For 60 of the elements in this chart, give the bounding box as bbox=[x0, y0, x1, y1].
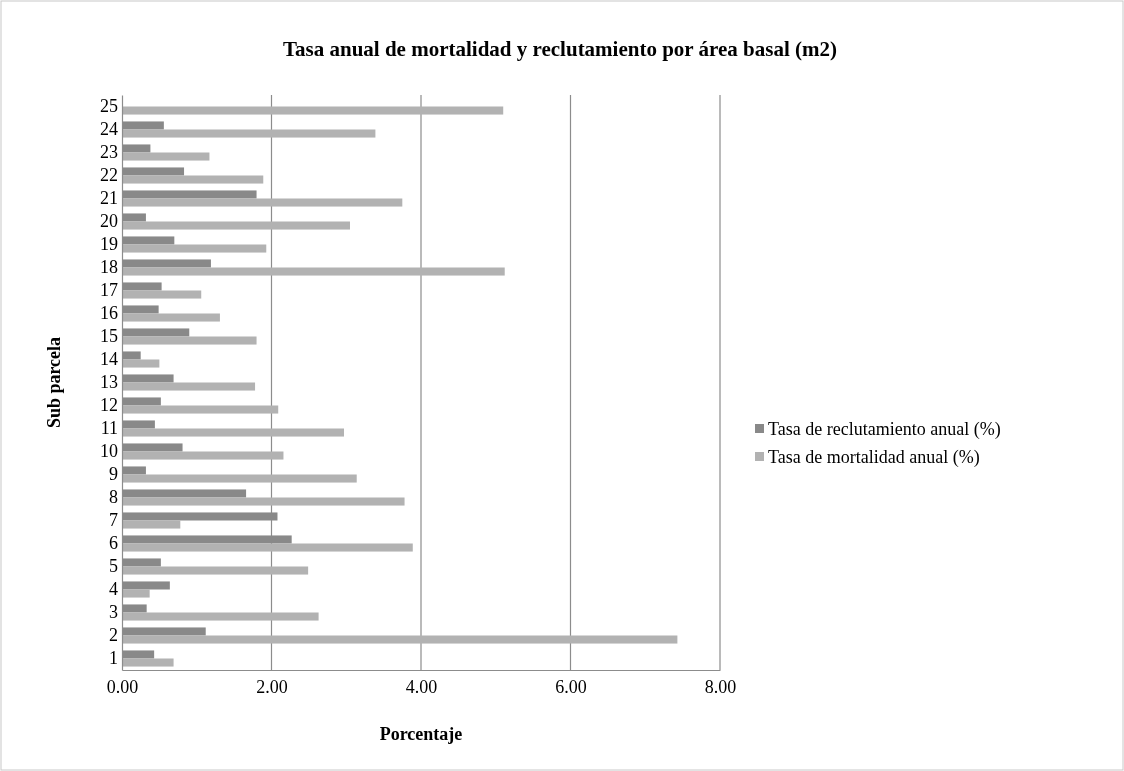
y-tick-label: 16 bbox=[100, 303, 118, 324]
bar bbox=[122, 290, 202, 299]
bar bbox=[122, 198, 403, 207]
bar bbox=[122, 451, 284, 460]
y-tick-label: 24 bbox=[100, 119, 118, 140]
bar bbox=[122, 129, 376, 138]
y-tick-label: 4 bbox=[109, 579, 118, 600]
bar bbox=[122, 589, 150, 598]
bar bbox=[122, 566, 309, 575]
bar bbox=[122, 359, 160, 368]
y-tick-label: 21 bbox=[100, 188, 118, 209]
bar bbox=[122, 497, 405, 506]
y-tick-label: 7 bbox=[109, 510, 118, 531]
y-axis-title: Sub parcela bbox=[44, 336, 64, 429]
bar bbox=[122, 658, 174, 667]
y-tick-label: 6 bbox=[109, 533, 118, 554]
bar bbox=[122, 382, 256, 391]
y-tick-label: 9 bbox=[109, 464, 118, 485]
y-tick-label: 19 bbox=[100, 234, 118, 255]
x-tick-label: 4.00 bbox=[405, 676, 438, 697]
bar bbox=[122, 152, 210, 161]
bar bbox=[122, 543, 413, 552]
x-axis-title: Porcentaje bbox=[379, 724, 463, 744]
y-tick-label: 12 bbox=[100, 395, 118, 416]
y-tick-label: 11 bbox=[100, 418, 118, 439]
x-tick-label: 6.00 bbox=[555, 676, 587, 697]
y-tick-label: 20 bbox=[100, 211, 118, 232]
bar bbox=[122, 474, 357, 483]
legend-label: Tasa de reclutamiento anual (%) bbox=[768, 419, 1001, 440]
bar bbox=[122, 520, 181, 529]
chart-title: Tasa anual de mortalidad y reclutamiento por área basal (m2) bbox=[283, 37, 837, 61]
legend-label: Tasa de mortalidad anual (%) bbox=[768, 447, 980, 468]
x-tick-label: 8.00 bbox=[704, 676, 737, 697]
bar bbox=[122, 221, 350, 230]
y-tick-label: 25 bbox=[100, 96, 118, 117]
y-tick-label: 17 bbox=[100, 280, 118, 301]
y-tick-label: 1 bbox=[109, 648, 118, 669]
bar bbox=[122, 428, 345, 437]
y-tick-label: 22 bbox=[100, 165, 118, 186]
y-tick-label: 8 bbox=[109, 487, 118, 508]
y-tick-label: 5 bbox=[109, 556, 118, 577]
y-tick-label: 3 bbox=[109, 602, 118, 623]
bar bbox=[122, 106, 504, 115]
bar bbox=[122, 612, 319, 621]
x-tick-label: 0.00 bbox=[106, 676, 139, 697]
y-tick-label: 15 bbox=[100, 326, 118, 347]
y-tick-label: 23 bbox=[100, 142, 118, 163]
bar bbox=[122, 175, 264, 184]
bar bbox=[122, 336, 257, 345]
y-tick-label: 18 bbox=[100, 257, 118, 278]
bar bbox=[122, 244, 267, 253]
bar bbox=[122, 635, 678, 644]
y-tick-label: 13 bbox=[100, 372, 118, 393]
bar bbox=[122, 405, 279, 414]
y-tick-label: 2 bbox=[109, 625, 118, 646]
y-tick-label: 10 bbox=[100, 441, 118, 462]
bar bbox=[122, 313, 220, 322]
bar bbox=[122, 267, 505, 276]
x-tick-label: 2.00 bbox=[256, 676, 288, 697]
y-tick-label: 14 bbox=[100, 349, 118, 370]
